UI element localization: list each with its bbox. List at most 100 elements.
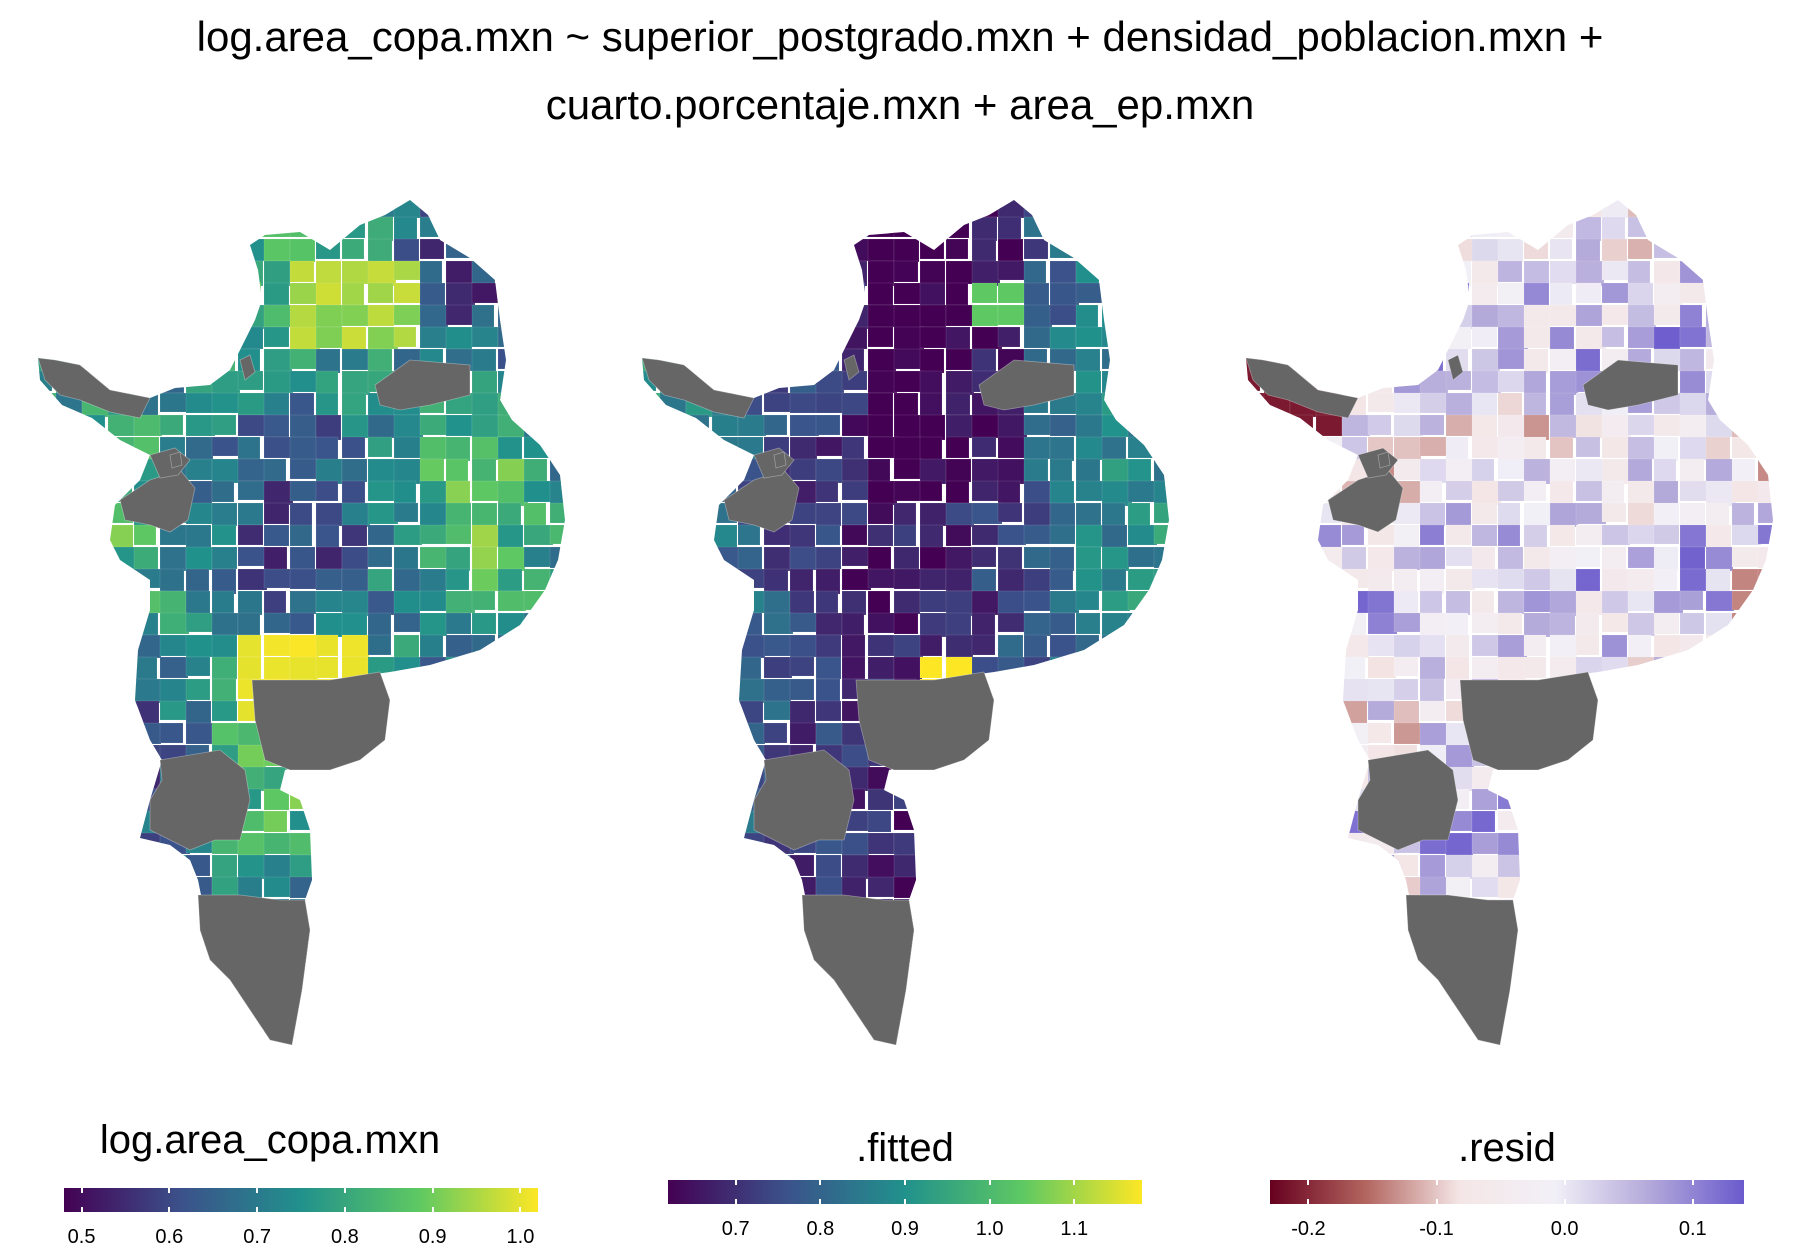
tract (1101, 678, 1132, 703)
tract (763, 216, 790, 242)
tract (1393, 568, 1418, 593)
tract (549, 612, 565, 633)
tract (185, 524, 212, 551)
tract (497, 502, 522, 528)
tract (1393, 986, 1423, 1013)
no-data-area (251, 671, 391, 771)
tract (1075, 920, 1099, 942)
tract (789, 854, 815, 877)
tract (1445, 480, 1477, 501)
tract (1049, 612, 1076, 635)
tract (1627, 942, 1653, 964)
tract (815, 612, 843, 636)
tract (737, 568, 766, 589)
tract (919, 876, 944, 898)
tract (867, 832, 895, 855)
tract (185, 260, 211, 285)
tract (1153, 200, 1169, 219)
tract (367, 1030, 392, 1045)
tract (1497, 634, 1528, 660)
tract (1393, 678, 1419, 701)
tract (763, 348, 790, 372)
tract (1101, 898, 1126, 925)
tract (107, 546, 138, 571)
tract (1757, 1030, 1773, 1045)
tract (1549, 348, 1577, 371)
tract (997, 1030, 1024, 1045)
tract (419, 436, 447, 460)
tract (919, 766, 946, 791)
tract (1246, 436, 1268, 461)
tract (1757, 200, 1773, 219)
tract (659, 414, 687, 439)
tract (685, 480, 713, 502)
tract (237, 458, 267, 482)
tract (367, 920, 394, 945)
tract (549, 942, 565, 967)
tract (159, 200, 186, 221)
tract (523, 348, 552, 373)
tract (1549, 1030, 1576, 1045)
tract (289, 656, 319, 683)
tract (133, 876, 158, 901)
tract (1705, 590, 1735, 612)
tract (55, 964, 86, 990)
tract (659, 964, 690, 990)
tract (133, 678, 165, 704)
tract (55, 876, 80, 899)
tract (1101, 568, 1127, 592)
tract (133, 722, 162, 745)
tract (315, 942, 344, 968)
tract (1575, 590, 1605, 616)
tract (1049, 942, 1080, 965)
tract (1549, 986, 1573, 1007)
tract (263, 546, 288, 573)
tract (997, 414, 1028, 439)
tract (711, 810, 736, 834)
tract (685, 414, 710, 438)
tract (1705, 348, 1731, 370)
tract (1289, 854, 1317, 880)
tract (1289, 480, 1317, 502)
tract (1127, 392, 1155, 417)
tract (841, 656, 866, 680)
tract (1023, 282, 1050, 307)
tract (393, 216, 418, 241)
tract (1367, 854, 1399, 880)
tract (1549, 964, 1578, 988)
tract (523, 260, 552, 284)
tract (107, 964, 132, 989)
no-data-area (1377, 451, 1391, 469)
tract (1101, 326, 1130, 348)
tract (945, 942, 972, 966)
tract (497, 216, 526, 237)
tract (1246, 942, 1265, 964)
tract (1367, 260, 1396, 283)
tract (1575, 260, 1605, 287)
tract (471, 326, 499, 348)
tract (1497, 260, 1523, 283)
tract (945, 590, 975, 617)
tract (185, 568, 210, 593)
tract (81, 700, 110, 722)
tract (1341, 1030, 1369, 1045)
tract (523, 1008, 550, 1033)
tract (1731, 546, 1760, 568)
tract (341, 260, 372, 285)
tract (1497, 524, 1521, 547)
tract (1497, 656, 1527, 683)
tract (159, 348, 186, 372)
tract (523, 392, 551, 417)
tract (1601, 502, 1627, 523)
tract (1075, 810, 1101, 833)
tract (393, 766, 420, 787)
tract (841, 524, 868, 546)
tract (38, 502, 56, 527)
tract (1601, 634, 1628, 659)
colorbar-tick-label: 0.6 (155, 1226, 184, 1248)
tract (997, 612, 1028, 633)
tract (1601, 766, 1628, 787)
tract (1367, 200, 1394, 221)
tract (893, 282, 922, 305)
tract (133, 414, 163, 437)
